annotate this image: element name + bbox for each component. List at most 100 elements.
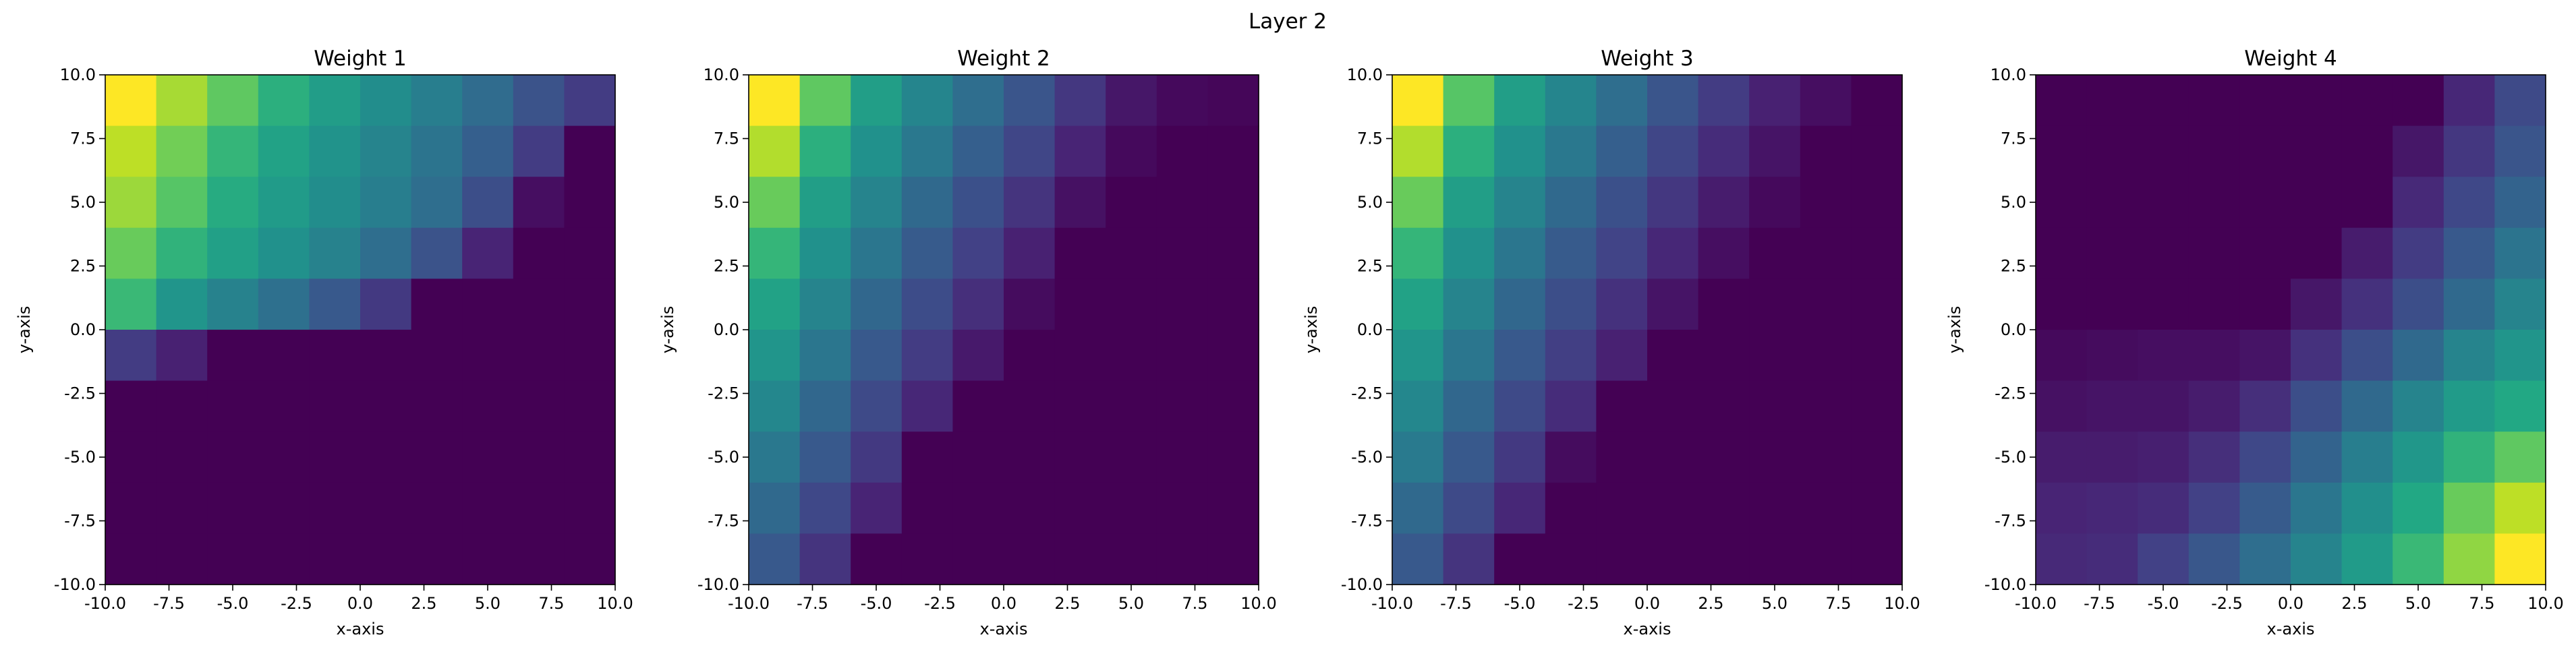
figure-suptitle: Layer 2 — [1249, 9, 1327, 34]
heatmap-cell — [851, 75, 903, 127]
heatmap-cell — [1749, 75, 1801, 127]
heatmap-cell — [799, 278, 851, 330]
heatmap-cell — [1545, 330, 1597, 382]
heatmap-cell — [1494, 177, 1546, 229]
y-tick-label: 5.0 — [2001, 193, 2026, 212]
x-tick-label: -7.5 — [1440, 594, 1472, 613]
heatmap-cell — [1545, 432, 1597, 483]
heatmap-cell — [1106, 125, 1157, 177]
heatmap-cell — [1156, 227, 1208, 279]
x-tick-label: 7.5 — [1825, 594, 1851, 613]
heatmap-cell — [105, 330, 157, 382]
heatmap-cell — [2341, 380, 2393, 432]
heatmap-cell — [1004, 432, 1056, 483]
heatmap-cell — [2086, 177, 2138, 229]
heatmap-cell — [2494, 533, 2546, 585]
heatmap-cell — [105, 278, 157, 330]
heatmap-cell — [1207, 482, 1259, 534]
x-tick-label: -10.0 — [1371, 594, 1413, 613]
heatmap-cell — [411, 278, 463, 330]
heatmap-cell — [258, 432, 310, 483]
heatmap-cell — [462, 227, 514, 279]
heatmap-cell — [564, 227, 616, 279]
heatmap-cell — [1054, 432, 1106, 483]
heatmap-cell — [2291, 380, 2343, 432]
heatmap-cell — [1800, 380, 1852, 432]
heatmap-cell — [1207, 330, 1259, 382]
heatmap-cell — [1207, 278, 1259, 330]
x-tick-label: -10.0 — [728, 594, 770, 613]
x-tick-label: -5.0 — [2148, 594, 2179, 613]
heatmap-cell — [2036, 227, 2088, 279]
heatmap-cell — [1494, 533, 1546, 585]
heatmap-cell — [462, 278, 514, 330]
heatmap-cell — [411, 125, 463, 177]
heatmap-panel-4: -10.0 -7.5 -5.0 -2.5 0.0 2.5 5.0 7.5 10.0 -10.0 -7… — [1945, 47, 2564, 638]
y-tick-label: 2.5 — [714, 257, 739, 276]
heatmap-cell — [309, 227, 361, 279]
y-tick-label: 2.5 — [2001, 257, 2026, 276]
heatmap-cell — [105, 227, 157, 279]
heatmap-cell — [1443, 482, 1495, 534]
x-axis-label: x-axis — [1624, 620, 1671, 638]
heatmap-cell — [1800, 278, 1852, 330]
heatmap-cell — [207, 380, 259, 432]
heatmap-cell — [1698, 75, 1750, 127]
heatmap-cell — [309, 177, 361, 229]
y-tick-label: 10.0 — [704, 65, 739, 84]
heatmap-cell — [851, 278, 903, 330]
heatmap-cell — [2494, 482, 2546, 534]
heatmap-cell — [1647, 278, 1699, 330]
heatmap-cell — [360, 278, 412, 330]
heatmap-cell — [2086, 482, 2138, 534]
y-tick-label: 0.0 — [2001, 320, 2026, 339]
panel-title: Weight 2 — [957, 47, 1050, 71]
y-tick-label: -2.5 — [708, 384, 739, 403]
y-tick-label: 7.5 — [2001, 129, 2026, 148]
heatmap-cell — [105, 533, 157, 585]
y-tick-label: 2.5 — [70, 257, 96, 276]
heatmap-cell — [2494, 380, 2546, 432]
heatmap-cell — [564, 125, 616, 177]
y-tick-label: 10.0 — [60, 65, 96, 84]
heatmap-cell — [1596, 227, 1648, 279]
heatmap-cell — [1749, 380, 1801, 432]
y-tick-label: 5.0 — [70, 193, 96, 212]
heatmap-cell — [258, 75, 310, 127]
heatmap-cell — [156, 125, 208, 177]
heatmap-cell — [1647, 75, 1699, 127]
heatmap-cell — [1698, 380, 1750, 432]
heatmap-cell — [513, 227, 565, 279]
heatmap-cell — [1392, 432, 1444, 483]
heatmap-cell — [156, 75, 208, 127]
heatmap-cell — [462, 177, 514, 229]
x-tick-label: -5.0 — [861, 594, 892, 613]
heatmap-cell — [2291, 278, 2343, 330]
heatmap-cell — [2036, 278, 2088, 330]
heatmap-cell — [2086, 533, 2138, 585]
heatmap-cell — [952, 227, 1004, 279]
heatmap-cell — [513, 432, 565, 483]
heatmap-cell — [462, 75, 514, 127]
heatmap-cell — [105, 380, 157, 432]
x-tick-label: 0.0 — [1634, 594, 1660, 613]
heatmap-cell — [1004, 482, 1056, 534]
heatmap-cell — [1647, 482, 1699, 534]
heatmap-cell — [851, 380, 903, 432]
heatmap-cell — [2036, 380, 2088, 432]
heatmap-cell — [2494, 330, 2546, 382]
heatmap-cell — [2341, 75, 2393, 127]
heatmap-cell — [1054, 75, 1106, 127]
heatmap-cell — [2291, 482, 2343, 534]
heatmap-cell — [1698, 330, 1750, 382]
heatmap-cell — [2188, 533, 2240, 585]
x-tick-label: 5.0 — [475, 594, 500, 613]
heatmap-cell — [1698, 125, 1750, 177]
heatmap-cell — [1443, 125, 1495, 177]
heatmap-cell — [2341, 227, 2393, 279]
heatmap-cell — [564, 533, 616, 585]
heatmap-cell — [564, 177, 616, 229]
heatmap-cell — [901, 125, 953, 177]
heatmap-cell — [207, 227, 259, 279]
heatmap-cell — [2036, 330, 2088, 382]
